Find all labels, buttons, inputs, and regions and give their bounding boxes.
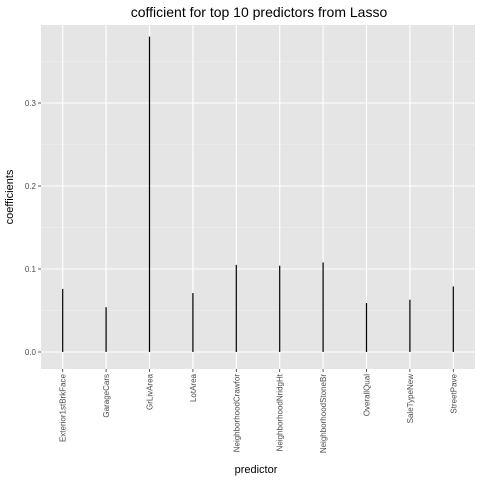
x-tick-label: StreetPave: [449, 373, 458, 413]
x-tick-label: SaleTypeNew: [406, 374, 415, 424]
x-tick-label: GarageCars: [102, 374, 111, 418]
bars: [62, 36, 454, 352]
x-tick-label: GrLivArea: [146, 373, 155, 410]
y-tick-label: 0.3: [25, 99, 37, 108]
x-tick-label: OverallQual: [363, 374, 372, 416]
y-axis: 0.0 0.1 0.2 0.3: [25, 99, 41, 357]
y-axis-title: coefficients: [4, 169, 16, 224]
y-tick-label: 0.2: [25, 182, 37, 191]
x-tick-label: NeighborhoodNridgHt: [276, 373, 285, 451]
y-tick-label: 0.0: [25, 348, 37, 357]
x-tick-label: NeighborhoodStoneBr: [319, 374, 328, 454]
y-tick-label: 0.1: [25, 265, 37, 274]
plot-panel: [41, 25, 475, 369]
x-tick-label: NeighborhoodCrawfor: [232, 374, 241, 453]
x-axis: Exterior1stBrkFace GarageCars GrLivArea Lot…: [59, 369, 458, 454]
x-axis-title: predictor: [235, 464, 278, 476]
x-tick-label: Exterior1stBrkFace: [59, 373, 68, 442]
chart-title: cofficient for top 10 predictors from La…: [131, 4, 388, 20]
x-tick-label: LotArea: [189, 373, 198, 402]
